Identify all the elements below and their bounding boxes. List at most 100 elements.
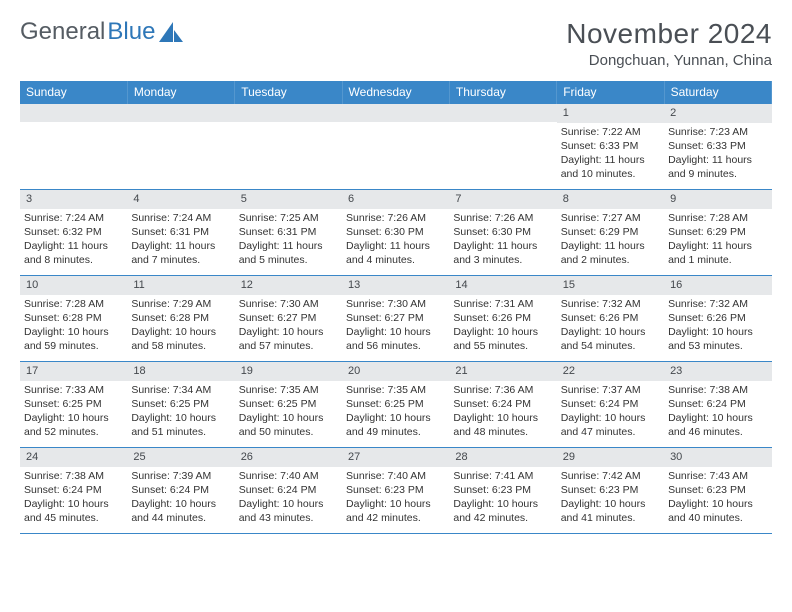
daylight-line: Daylight: 11 hours and 7 minutes. [131,239,230,267]
day-content: Sunrise: 7:35 AMSunset: 6:25 PMDaylight:… [342,381,449,444]
sunrise-line: Sunrise: 7:28 AM [668,211,767,225]
sunrise-line: Sunrise: 7:40 AM [346,469,445,483]
day-number: 5 [235,190,342,209]
calendar-cell: 8Sunrise: 7:27 AMSunset: 6:29 PMDaylight… [557,190,664,276]
day-content: Sunrise: 7:39 AMSunset: 6:24 PMDaylight:… [127,467,234,530]
sunrise-line: Sunrise: 7:36 AM [453,383,552,397]
daylight-line: Daylight: 10 hours and 49 minutes. [346,411,445,439]
day-number: 4 [127,190,234,209]
day-number: 30 [664,448,771,467]
daylight-line: Daylight: 10 hours and 53 minutes. [668,325,767,353]
day-number: 13 [342,276,449,295]
sunset-line: Sunset: 6:24 PM [561,397,660,411]
sunset-line: Sunset: 6:24 PM [131,483,230,497]
day-number: 23 [664,362,771,381]
daylight-line: Daylight: 10 hours and 42 minutes. [453,497,552,525]
sunrise-line: Sunrise: 7:26 AM [453,211,552,225]
day-content: Sunrise: 7:29 AMSunset: 6:28 PMDaylight:… [127,295,234,358]
daylight-line: Daylight: 10 hours and 59 minutes. [24,325,123,353]
logo-sail-icon [159,22,185,42]
sunrise-line: Sunrise: 7:32 AM [668,297,767,311]
day-content: Sunrise: 7:34 AMSunset: 6:25 PMDaylight:… [127,381,234,444]
daylight-line: Daylight: 10 hours and 48 minutes. [453,411,552,439]
day-number: 20 [342,362,449,381]
day-content: Sunrise: 7:26 AMSunset: 6:30 PMDaylight:… [449,209,556,272]
sunset-line: Sunset: 6:24 PM [24,483,123,497]
calendar-table: SundayMondayTuesdayWednesdayThursdayFrid… [20,81,772,534]
day-content: Sunrise: 7:26 AMSunset: 6:30 PMDaylight:… [342,209,449,272]
calendar-cell: 27Sunrise: 7:40 AMSunset: 6:23 PMDayligh… [342,448,449,534]
calendar-cell [20,104,127,190]
sunset-line: Sunset: 6:26 PM [668,311,767,325]
daylight-line: Daylight: 10 hours and 40 minutes. [668,497,767,525]
sunset-line: Sunset: 6:24 PM [453,397,552,411]
sunrise-line: Sunrise: 7:42 AM [561,469,660,483]
day-content: Sunrise: 7:22 AMSunset: 6:33 PMDaylight:… [557,123,664,186]
daylight-line: Daylight: 11 hours and 3 minutes. [453,239,552,267]
calendar-cell: 24Sunrise: 7:38 AMSunset: 6:24 PMDayligh… [20,448,127,534]
calendar-cell [342,104,449,190]
day-number: 11 [127,276,234,295]
sunset-line: Sunset: 6:30 PM [346,225,445,239]
day-number: 8 [557,190,664,209]
calendar-cell: 3Sunrise: 7:24 AMSunset: 6:32 PMDaylight… [20,190,127,276]
sunset-line: Sunset: 6:31 PM [239,225,338,239]
weekday-header: Sunday [20,81,127,104]
calendar-cell [449,104,556,190]
day-content: Sunrise: 7:35 AMSunset: 6:25 PMDaylight:… [235,381,342,444]
calendar-row: 1Sunrise: 7:22 AMSunset: 6:33 PMDaylight… [20,104,772,190]
sunrise-line: Sunrise: 7:35 AM [346,383,445,397]
day-content: Sunrise: 7:36 AMSunset: 6:24 PMDaylight:… [449,381,556,444]
day-number: 18 [127,362,234,381]
sunrise-line: Sunrise: 7:41 AM [453,469,552,483]
day-content: Sunrise: 7:28 AMSunset: 6:28 PMDaylight:… [20,295,127,358]
day-content: Sunrise: 7:41 AMSunset: 6:23 PMDaylight:… [449,467,556,530]
day-number: 17 [20,362,127,381]
weekday-header: Wednesday [342,81,449,104]
sunrise-line: Sunrise: 7:37 AM [561,383,660,397]
day-number: 26 [235,448,342,467]
weekday-header: Saturday [664,81,771,104]
calendar-cell: 30Sunrise: 7:43 AMSunset: 6:23 PMDayligh… [664,448,771,534]
daylight-line: Daylight: 11 hours and 1 minute. [668,239,767,267]
sunrise-line: Sunrise: 7:30 AM [239,297,338,311]
day-number: 19 [235,362,342,381]
day-content: Sunrise: 7:42 AMSunset: 6:23 PMDaylight:… [557,467,664,530]
daylight-line: Daylight: 10 hours and 44 minutes. [131,497,230,525]
day-content: Sunrise: 7:38 AMSunset: 6:24 PMDaylight:… [664,381,771,444]
title-block: November 2024 Dongchuan, Yunnan, China [566,18,772,69]
daylight-line: Daylight: 11 hours and 10 minutes. [561,153,660,181]
weekday-header: Monday [127,81,234,104]
calendar-cell: 19Sunrise: 7:35 AMSunset: 6:25 PMDayligh… [235,362,342,448]
daylight-line: Daylight: 10 hours and 58 minutes. [131,325,230,353]
sunrise-line: Sunrise: 7:40 AM [239,469,338,483]
calendar-cell: 11Sunrise: 7:29 AMSunset: 6:28 PMDayligh… [127,276,234,362]
location: Dongchuan, Yunnan, China [566,52,772,69]
calendar-cell: 22Sunrise: 7:37 AMSunset: 6:24 PMDayligh… [557,362,664,448]
day-content: Sunrise: 7:24 AMSunset: 6:32 PMDaylight:… [20,209,127,272]
day-number: 14 [449,276,556,295]
sunset-line: Sunset: 6:25 PM [239,397,338,411]
day-content: Sunrise: 7:23 AMSunset: 6:33 PMDaylight:… [664,123,771,186]
sunset-line: Sunset: 6:23 PM [668,483,767,497]
calendar-cell [127,104,234,190]
day-number: 27 [342,448,449,467]
calendar-cell: 12Sunrise: 7:30 AMSunset: 6:27 PMDayligh… [235,276,342,362]
header: GeneralBlue November 2024 Dongchuan, Yun… [20,18,772,69]
day-number: 1 [557,104,664,123]
weekday-header: Friday [557,81,664,104]
calendar-row: 17Sunrise: 7:33 AMSunset: 6:25 PMDayligh… [20,362,772,448]
day-number: 25 [127,448,234,467]
day-number: 29 [557,448,664,467]
sunset-line: Sunset: 6:24 PM [239,483,338,497]
day-number: 7 [449,190,556,209]
sunset-line: Sunset: 6:26 PM [561,311,660,325]
day-content: Sunrise: 7:31 AMSunset: 6:26 PMDaylight:… [449,295,556,358]
daylight-line: Daylight: 11 hours and 4 minutes. [346,239,445,267]
sunrise-line: Sunrise: 7:26 AM [346,211,445,225]
calendar-cell: 6Sunrise: 7:26 AMSunset: 6:30 PMDaylight… [342,190,449,276]
empty-day-bar [235,104,342,122]
day-number: 21 [449,362,556,381]
daylight-line: Daylight: 11 hours and 2 minutes. [561,239,660,267]
sunrise-line: Sunrise: 7:38 AM [668,383,767,397]
